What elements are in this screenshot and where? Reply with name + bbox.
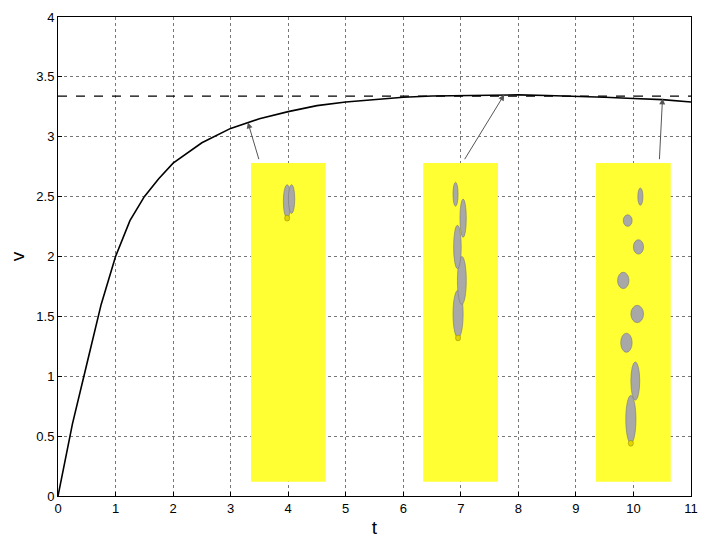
svg-text:1.5: 1.5 [36,309,54,324]
svg-text:4: 4 [47,10,54,25]
svg-text:7: 7 [457,501,464,516]
svg-text:1: 1 [112,501,119,516]
svg-text:0: 0 [47,489,54,504]
svg-text:3.5: 3.5 [36,69,54,84]
svg-text:10: 10 [626,501,640,516]
svg-text:2: 2 [169,501,176,516]
svg-text:0.5: 0.5 [36,429,54,444]
svg-text:2.5: 2.5 [36,189,54,204]
svg-text:9: 9 [572,501,579,516]
svg-text:2: 2 [47,249,54,264]
svg-text:5: 5 [342,501,349,516]
svg-text:8: 8 [515,501,522,516]
svg-text:3: 3 [227,501,234,516]
svg-text:3: 3 [47,129,54,144]
svg-text:t: t [372,517,378,538]
svg-text:4: 4 [285,501,292,516]
svg-text:1: 1 [47,369,54,384]
svg-text:11: 11 [684,501,698,516]
svg-text:v: v [7,251,28,261]
svg-text:0: 0 [54,501,61,516]
svg-text:6: 6 [400,501,407,516]
